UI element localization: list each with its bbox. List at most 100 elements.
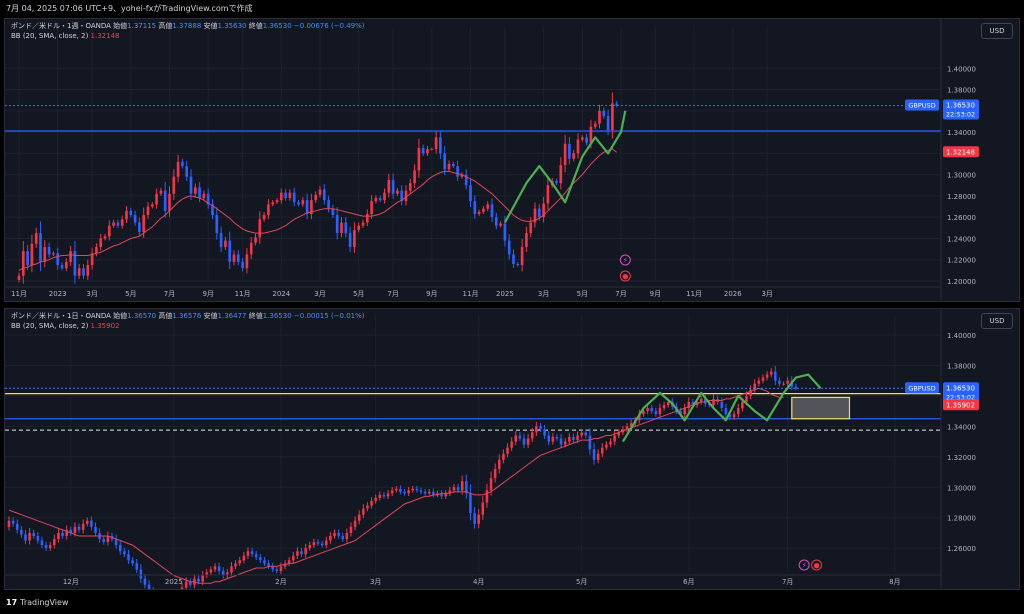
candle-body <box>357 514 361 521</box>
candle-body <box>102 539 106 543</box>
bar-countdown: 22:53:02 <box>946 111 975 119</box>
candle-body <box>168 193 171 211</box>
candle-body <box>539 426 542 430</box>
candle-body <box>395 488 398 491</box>
price-axis-label: 1.26000 <box>947 214 976 222</box>
time-axis-label: 9月 <box>426 290 437 298</box>
time-axis-label: 9月 <box>650 290 661 298</box>
time-axis-label: 7月 <box>615 290 626 298</box>
candle-body <box>605 444 608 448</box>
candle-body <box>535 426 538 433</box>
candle-body <box>451 164 455 167</box>
candle-body <box>400 190 404 202</box>
candle-body <box>489 478 493 491</box>
candle-body <box>510 441 513 448</box>
candle-body <box>267 563 270 567</box>
candle-body <box>391 179 395 194</box>
candle-body <box>615 103 619 106</box>
currency-button[interactable]: USD <box>981 313 1013 329</box>
candle-body <box>387 179 391 193</box>
candle-body <box>205 572 209 576</box>
candle-body <box>246 551 250 556</box>
candle-body <box>61 532 64 536</box>
candle-body <box>782 383 785 385</box>
weekly-candlestick-chart[interactable]: 1.400001.380001.360001.340001.320001.300… <box>5 19 1019 301</box>
candle-body <box>530 432 534 439</box>
candle-body <box>502 453 505 460</box>
price-axis-label: 1.38000 <box>947 87 976 95</box>
candle-body <box>159 190 163 194</box>
candle-body <box>559 438 563 445</box>
candle-body <box>189 581 192 585</box>
candle-body <box>95 246 98 254</box>
lightning-event-icon-ring <box>619 254 631 266</box>
candle-body <box>606 116 610 130</box>
candle-body <box>753 383 756 390</box>
candle-body <box>219 233 223 247</box>
candle-body <box>185 166 189 177</box>
bollinger-basis-line <box>18 148 617 271</box>
price-axis-label: 1.24000 <box>947 235 976 243</box>
candle-body <box>17 275 21 280</box>
candle-body <box>477 514 480 524</box>
candle-body <box>32 532 35 536</box>
daily-chart-panel[interactable]: 1.400001.380001.360001.340001.320001.300… <box>4 308 1020 590</box>
candle-body <box>794 386 798 389</box>
candle-body <box>259 557 262 561</box>
candle-body <box>585 137 588 143</box>
candle-body <box>297 202 300 205</box>
candle-body <box>202 193 206 199</box>
candle-body <box>378 494 382 498</box>
candle-body <box>533 208 537 223</box>
candle-body <box>728 414 732 418</box>
daily-bb-legend[interactable]: BB (20, SMA, close, 2) 1.35902 <box>11 321 120 331</box>
candle-body <box>493 468 497 479</box>
candle-body <box>20 529 23 535</box>
candle-body <box>7 520 11 527</box>
candle-body <box>344 222 348 234</box>
us-flag-event-icon: ● <box>811 559 823 571</box>
candle-body <box>378 198 382 201</box>
currency-button[interactable]: USD <box>981 23 1013 39</box>
high-label: 高値 <box>158 22 173 30</box>
symbol-title: ポンド／米ドル・1週・OANDA <box>11 22 111 30</box>
candle-body <box>434 137 438 150</box>
candle-body <box>572 153 576 159</box>
candle-body <box>337 532 340 536</box>
candle-body <box>559 165 563 184</box>
candle-body <box>292 555 295 561</box>
candle-body <box>94 526 97 533</box>
lightning-event-icon-glyph: ⚡ <box>802 562 807 570</box>
candle-body <box>485 490 489 503</box>
time-axis-label: 5月 <box>577 290 588 298</box>
candle-body <box>69 251 72 262</box>
current-price-value: 1.36530 <box>946 384 975 392</box>
weekly-bb-legend[interactable]: BB (20, SMA, close, 2) 1.32148 <box>11 31 120 41</box>
candle-body <box>90 520 93 527</box>
candle-body <box>11 520 15 524</box>
candle-body <box>114 539 118 546</box>
candle-body <box>638 414 641 421</box>
candle-body <box>341 535 344 540</box>
bollinger-basis-line <box>8 387 784 584</box>
daily-candlestick-chart[interactable]: 1.400001.380001.360001.340001.320001.300… <box>5 309 1019 589</box>
candle-body <box>236 254 240 262</box>
candle-body <box>456 166 459 177</box>
candle-body <box>370 500 373 506</box>
candle-body <box>90 253 94 266</box>
candle-body <box>262 215 266 220</box>
candle-body <box>408 183 412 191</box>
candle-body <box>287 560 291 564</box>
daily-ohlc-legend: ポンド／米ドル・1日・OANDA 始値1.36570 高値1.36576 安値1… <box>11 311 365 321</box>
time-axis-label: 11月 <box>686 290 702 298</box>
candle-body <box>53 539 56 546</box>
candle-body <box>691 401 695 406</box>
weekly-chart-panel[interactable]: 1.400001.380001.360001.340001.320001.300… <box>4 18 1020 302</box>
candle-body <box>386 493 390 497</box>
candle-body <box>440 493 443 497</box>
candle-body <box>43 246 47 262</box>
candle-body <box>189 176 193 194</box>
low-value: 1.35630 <box>217 22 247 30</box>
candle-body <box>206 193 210 205</box>
candle-body <box>349 526 353 533</box>
